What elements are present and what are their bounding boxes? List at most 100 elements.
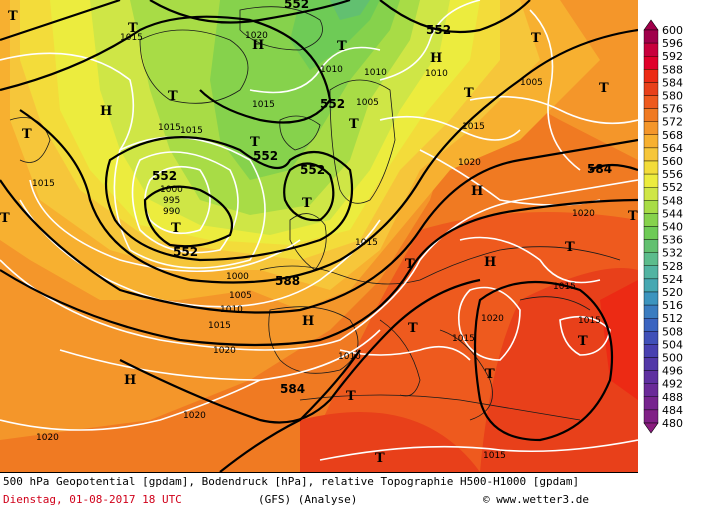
legend-level-label: 508 bbox=[662, 325, 683, 338]
pressure-label: 1015 bbox=[208, 321, 231, 331]
low-marker: T bbox=[531, 31, 541, 46]
pressure-label: 1015 bbox=[553, 282, 576, 292]
legend-swatch bbox=[643, 252, 659, 266]
high-marker: H bbox=[100, 104, 112, 119]
pressure-label: 1020 bbox=[458, 158, 481, 168]
pressure-label: 1005 bbox=[229, 291, 252, 301]
legend-level-label: 584 bbox=[662, 76, 683, 89]
legend-level-label: 580 bbox=[662, 90, 683, 103]
map-svg: 552 552 552 552 552 552 588 584 584 552 … bbox=[0, 0, 638, 472]
pressure-label: 1015 bbox=[462, 122, 485, 132]
legend-level-label: 480 bbox=[662, 417, 683, 430]
legend-arrow-up bbox=[643, 19, 659, 31]
legend-swatch bbox=[643, 344, 659, 358]
high-marker: H bbox=[252, 38, 264, 53]
pressure-label: 1015 bbox=[252, 100, 275, 110]
legend-level-label: 536 bbox=[662, 234, 683, 247]
low-marker: T bbox=[128, 21, 138, 36]
low-marker: T bbox=[405, 257, 415, 272]
legend-swatch bbox=[643, 396, 659, 411]
legend-swatch bbox=[643, 265, 659, 280]
pressure-label: 1010 bbox=[425, 69, 448, 79]
low-marker: T bbox=[168, 89, 178, 104]
pressure-center-markers: T T T T T H T T H H T H T T T T T T T T bbox=[0, 9, 638, 466]
pressure-label: 1005 bbox=[520, 78, 543, 88]
legend-swatch bbox=[643, 29, 659, 44]
geopotential-label: 588 bbox=[275, 274, 300, 288]
low-marker: T bbox=[302, 196, 312, 211]
legend-swatch bbox=[643, 331, 659, 345]
legend-swatch bbox=[643, 200, 659, 214]
geopotential-label: 552 bbox=[173, 245, 198, 259]
geopotential-label: 584 bbox=[587, 162, 612, 176]
legend-level-label: 500 bbox=[662, 352, 683, 365]
field-544 bbox=[210, 0, 400, 180]
legend-level-label: 556 bbox=[662, 168, 683, 181]
legend-swatch bbox=[643, 147, 659, 162]
field-584b bbox=[300, 411, 480, 472]
legend-level-label: 488 bbox=[662, 391, 683, 404]
high-marker: H bbox=[471, 184, 483, 199]
legend-swatch bbox=[643, 173, 659, 188]
legend-swatch bbox=[643, 160, 659, 175]
pressure-label: 1000 bbox=[226, 272, 249, 282]
legend-level-label: 576 bbox=[662, 103, 683, 116]
low-marker: T bbox=[628, 209, 638, 224]
legend-swatch bbox=[643, 82, 659, 96]
legend-swatch bbox=[643, 108, 659, 122]
pressure-label: 1015 bbox=[483, 451, 506, 461]
high-marker: H bbox=[430, 51, 442, 66]
geopotential-label: 552 bbox=[253, 149, 278, 163]
legend-level-label: 504 bbox=[662, 338, 683, 351]
legend-swatch bbox=[643, 134, 659, 149]
low-marker: T bbox=[485, 367, 495, 382]
legend-swatch bbox=[643, 291, 659, 306]
pressure-label: 1020 bbox=[183, 411, 206, 421]
legend-swatch bbox=[643, 383, 659, 398]
low-marker: T bbox=[250, 135, 260, 150]
map-footer: 500 hPa Geopotential [gpdam], Bodendruck… bbox=[0, 472, 638, 514]
high-marker: H bbox=[302, 314, 314, 329]
geopotential-label-group: 552 552 552 552 552 552 588 584 584 552 bbox=[152, 0, 612, 396]
color-legend: 600 596 592 588 584 580 576 572 568 564 560 556 552 5… bbox=[638, 0, 704, 472]
legend-level-label: 552 bbox=[662, 181, 683, 194]
pressure-label: 1020 bbox=[481, 314, 504, 324]
geopotential-label: 552 bbox=[284, 0, 309, 11]
legend-swatch bbox=[643, 304, 659, 319]
legend-swatch bbox=[643, 239, 659, 253]
legend-swatch bbox=[643, 95, 659, 109]
pressure-label: 1010 bbox=[320, 65, 343, 75]
pressure-label: 1010 bbox=[220, 305, 243, 315]
geopotential-label: 552 bbox=[152, 169, 177, 183]
legend-swatch bbox=[643, 42, 659, 57]
legend-level-label: 520 bbox=[662, 286, 683, 299]
legend-arrow-down bbox=[643, 422, 659, 434]
legend-level-label: 512 bbox=[662, 312, 683, 325]
low-marker: T bbox=[408, 321, 418, 336]
legend-swatch bbox=[643, 409, 659, 424]
footer-copyright[interactable]: © www.wetter3.de bbox=[483, 493, 589, 506]
pressure-label: 1015 bbox=[180, 126, 203, 136]
pressure-label: 1000 bbox=[160, 185, 183, 195]
legend-level-label: 572 bbox=[662, 116, 683, 129]
low-marker: T bbox=[337, 39, 347, 54]
footer-description: 500 hPa Geopotential [gpdam], Bodendruck… bbox=[3, 475, 580, 488]
legend-level-label: 568 bbox=[662, 129, 683, 142]
legend-swatch bbox=[643, 357, 659, 371]
low-marker: T bbox=[346, 389, 356, 404]
low-marker: T bbox=[375, 451, 385, 466]
pressure-label: 1015 bbox=[120, 33, 143, 43]
field-540 bbox=[290, 0, 380, 70]
geopotential-label: 552 bbox=[426, 23, 451, 37]
low-marker: T bbox=[171, 221, 181, 236]
pressure-label: 995 bbox=[163, 196, 180, 206]
legend-level-label: 484 bbox=[662, 404, 683, 417]
legend-level-label: 548 bbox=[662, 194, 683, 207]
legend-level-label: 596 bbox=[662, 37, 683, 50]
field-536 bbox=[330, 0, 370, 20]
legend-level-label: 588 bbox=[662, 63, 683, 76]
pressure-label: 1015 bbox=[158, 123, 181, 133]
pressure-label: 1020 bbox=[245, 31, 268, 41]
legend-swatch bbox=[643, 226, 659, 240]
low-marker: T bbox=[578, 334, 588, 349]
